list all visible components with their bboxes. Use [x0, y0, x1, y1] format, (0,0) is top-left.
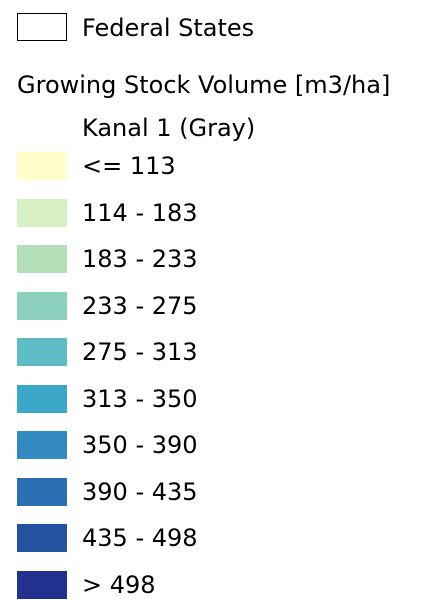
class-label: 233 - 275: [82, 291, 198, 320]
class-swatch: [17, 570, 67, 599]
boundary-swatch: [17, 13, 67, 41]
class-label: 313 - 350: [82, 384, 198, 413]
layer-title: Growing Stock Volume [m3/ha]: [17, 71, 391, 99]
class-swatch: [17, 431, 67, 459]
class-label: 114 - 183: [82, 198, 198, 227]
class-label: <= 113: [82, 152, 176, 180]
class-label: 390 - 435: [82, 477, 198, 506]
class-label: > 498: [82, 570, 156, 599]
class-label: 435 - 498: [82, 524, 198, 552]
class-label: 350 - 390: [82, 431, 198, 459]
class-swatch: [17, 524, 67, 552]
class-swatch: [17, 477, 67, 506]
boundary-label: Federal States: [82, 14, 255, 42]
class-swatch: [17, 291, 67, 320]
class-swatch: [17, 338, 67, 366]
band-label: Kanal 1 (Gray): [82, 114, 256, 142]
class-swatch: [17, 384, 67, 413]
class-swatch: [17, 245, 67, 273]
class-swatch: [17, 152, 67, 180]
class-label: 275 - 313: [82, 338, 198, 366]
class-swatch: [17, 198, 67, 227]
class-label: 183 - 233: [82, 245, 198, 273]
